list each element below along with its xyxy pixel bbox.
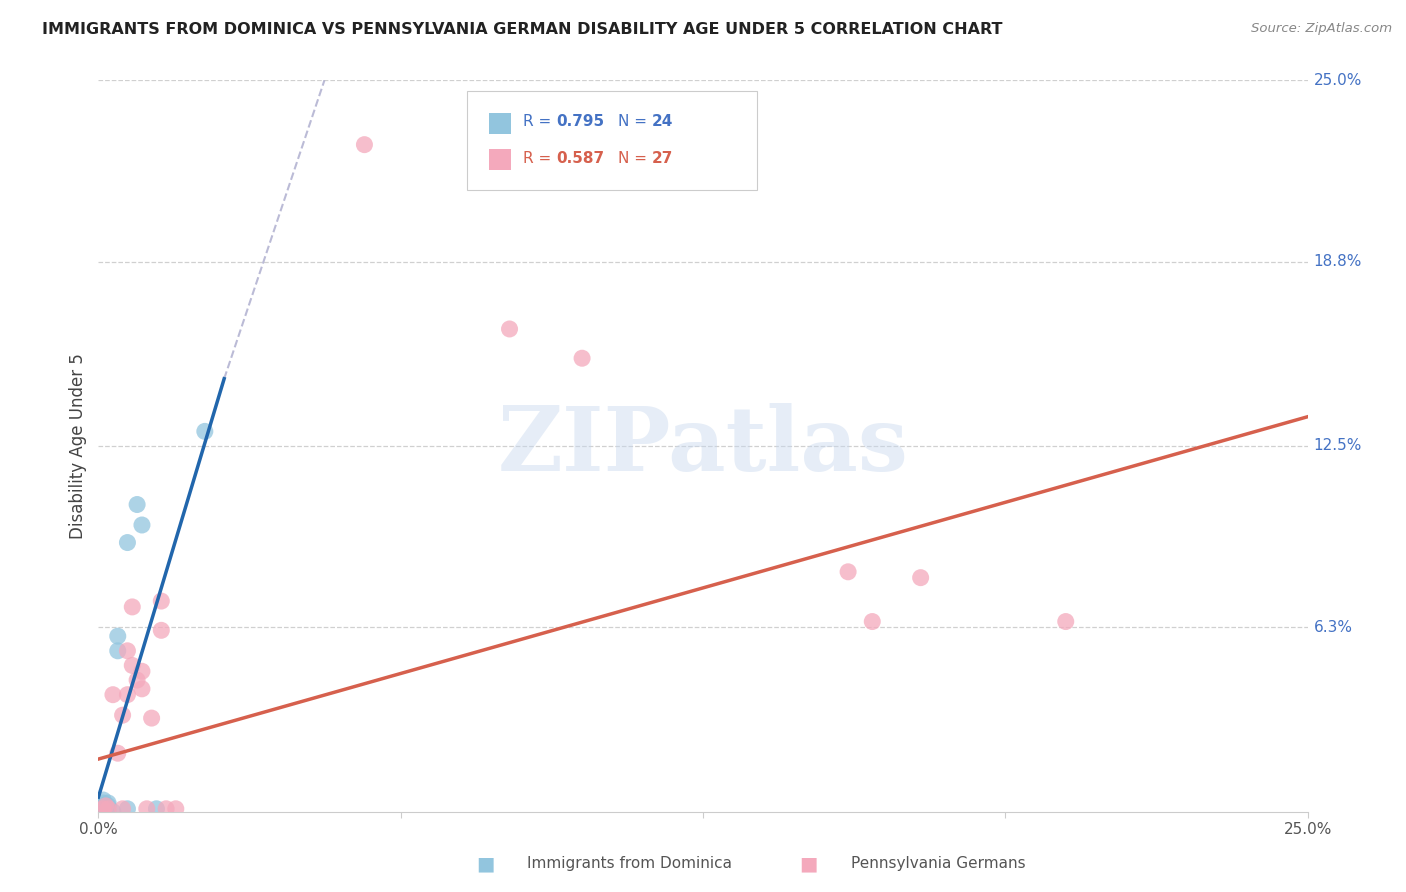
Point <box>107 644 129 658</box>
Point <box>97 796 120 810</box>
Point <box>121 599 143 614</box>
Point <box>91 802 114 816</box>
Point <box>101 805 124 819</box>
Point <box>91 805 114 819</box>
Point <box>131 518 153 533</box>
Text: ■: ■ <box>799 854 818 873</box>
Point <box>101 688 124 702</box>
Point <box>97 805 120 819</box>
Text: R =: R = <box>523 151 555 166</box>
Point <box>117 688 139 702</box>
Point <box>91 805 114 819</box>
Point <box>121 658 143 673</box>
Point <box>141 711 163 725</box>
Point <box>131 681 153 696</box>
Text: 25.0%: 25.0% <box>1313 73 1362 87</box>
Point <box>94 798 117 813</box>
Point <box>91 796 114 810</box>
Text: ■: ■ <box>475 854 495 873</box>
Point <box>91 802 114 816</box>
FancyBboxPatch shape <box>489 149 510 170</box>
Point <box>117 644 139 658</box>
Point <box>165 802 187 816</box>
Text: IMMIGRANTS FROM DOMINICA VS PENNSYLVANIA GERMAN DISABILITY AGE UNDER 5 CORRELATI: IMMIGRANTS FROM DOMINICA VS PENNSYLVANIA… <box>42 22 1002 37</box>
Point <box>91 793 114 807</box>
Text: Pennsylvania Germans: Pennsylvania Germans <box>851 856 1025 871</box>
Point <box>353 137 375 152</box>
Point <box>860 615 883 629</box>
Point <box>91 805 114 819</box>
Point <box>150 624 173 638</box>
Text: 12.5%: 12.5% <box>1313 439 1362 453</box>
Point <box>155 802 177 816</box>
Point <box>127 673 149 687</box>
Point <box>1054 615 1077 629</box>
Point <box>117 535 139 549</box>
Point <box>97 798 120 813</box>
Point <box>837 565 859 579</box>
Text: N =: N = <box>619 151 652 166</box>
Text: ZIPatlas: ZIPatlas <box>498 402 908 490</box>
Text: 0.587: 0.587 <box>557 151 605 166</box>
Point <box>111 802 134 816</box>
Text: Source: ZipAtlas.com: Source: ZipAtlas.com <box>1251 22 1392 36</box>
Point <box>135 802 157 816</box>
Text: 27: 27 <box>652 151 673 166</box>
Point <box>91 798 114 813</box>
Text: Immigrants from Dominica: Immigrants from Dominica <box>527 856 733 871</box>
Point <box>111 708 134 723</box>
Point <box>131 665 153 679</box>
Point <box>97 802 120 816</box>
Point <box>145 802 167 816</box>
Point <box>498 322 520 336</box>
Point <box>91 805 114 819</box>
Point <box>127 498 149 512</box>
Text: 18.8%: 18.8% <box>1313 254 1362 269</box>
Point <box>107 746 129 760</box>
Text: 24: 24 <box>652 114 673 129</box>
Point <box>117 802 139 816</box>
Point <box>94 802 117 816</box>
Point <box>571 351 593 366</box>
Point <box>910 571 932 585</box>
Text: 0.795: 0.795 <box>557 114 605 129</box>
Text: N =: N = <box>619 114 652 129</box>
Point <box>150 594 173 608</box>
FancyBboxPatch shape <box>467 91 758 190</box>
Point <box>91 805 114 819</box>
FancyBboxPatch shape <box>489 112 510 134</box>
Point <box>91 805 114 819</box>
Text: 6.3%: 6.3% <box>1313 620 1353 635</box>
Point <box>194 425 217 439</box>
Point <box>91 805 114 819</box>
Point <box>107 629 129 643</box>
Y-axis label: Disability Age Under 5: Disability Age Under 5 <box>69 353 87 539</box>
Text: R =: R = <box>523 114 555 129</box>
